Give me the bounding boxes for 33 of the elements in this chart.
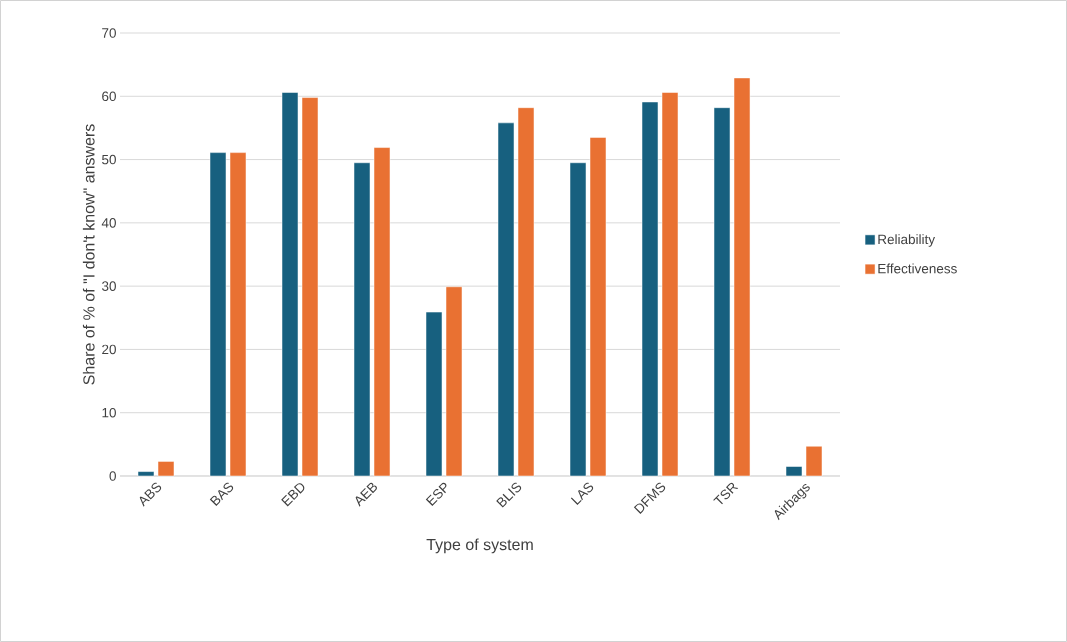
bar: [713, 107, 731, 477]
bar: [137, 471, 155, 477]
bar: [445, 286, 463, 477]
bar: [281, 92, 299, 477]
x-axis-title: Type of system: [426, 538, 533, 554]
y-tick-label: 20: [102, 344, 116, 355]
legend-label: Effectiveness: [878, 263, 957, 274]
bar: [733, 77, 751, 477]
bar: [209, 152, 227, 477]
bar: [785, 466, 803, 477]
legend-label: Reliability: [878, 234, 936, 247]
bar: [589, 137, 607, 477]
y-axis-title: Share of % of "I don't know" answers: [82, 124, 95, 385]
bar: [569, 162, 587, 477]
bar: [425, 311, 443, 477]
bar: [805, 446, 823, 477]
y-tick-label: 40: [101, 218, 116, 228]
y-tick-label: 50: [102, 154, 116, 165]
bar: [229, 152, 247, 477]
bar: [497, 122, 515, 477]
y-tick-label: 70: [102, 28, 116, 38]
x-tick-label: TSR: [713, 482, 739, 505]
bar: [661, 92, 679, 477]
y-tick-label: 60: [102, 91, 116, 102]
bar: [517, 107, 535, 477]
y-tick-label: 30: [101, 281, 116, 291]
bar: [373, 147, 391, 477]
bar: [641, 101, 659, 477]
bar: [353, 162, 371, 477]
bar: [301, 97, 319, 477]
y-tick-label: 0: [109, 471, 116, 481]
y-tick-label: 10: [102, 407, 116, 418]
bar: [157, 461, 175, 477]
